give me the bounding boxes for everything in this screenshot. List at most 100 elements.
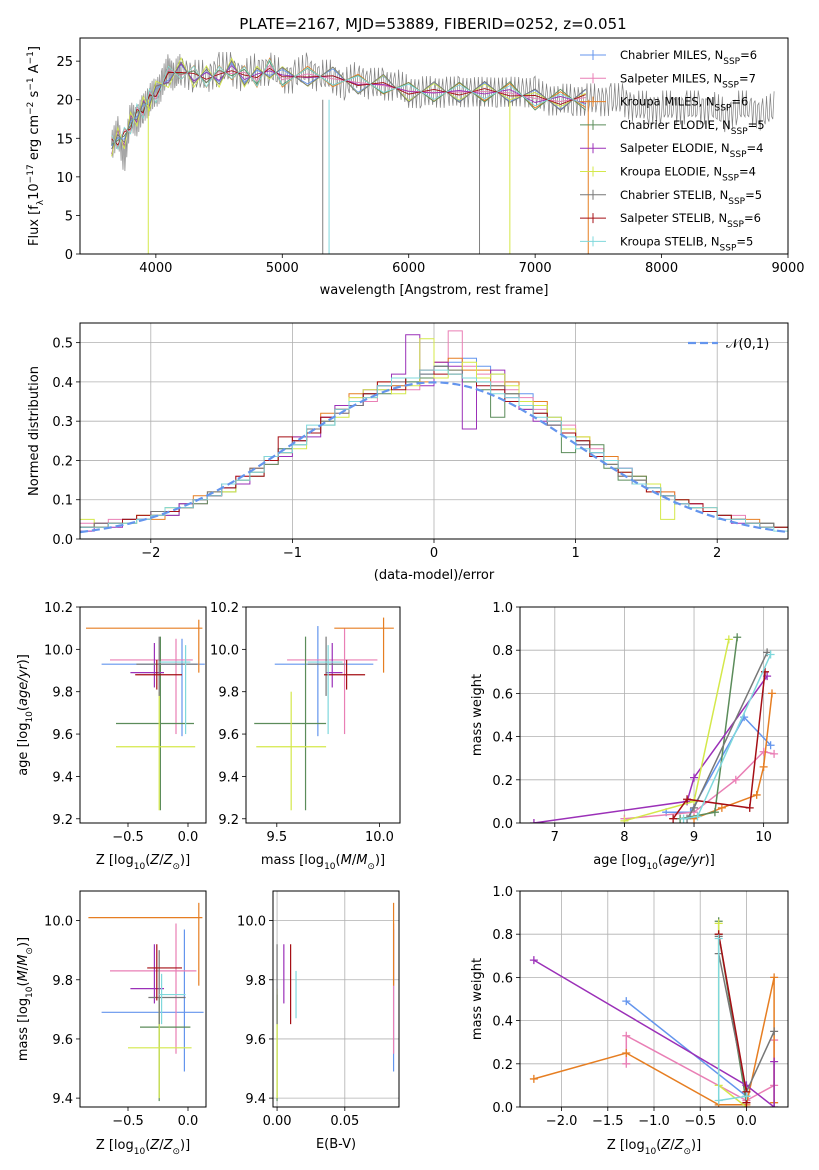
weight-marker bbox=[731, 775, 740, 784]
axes-age-vs-z: −0.5 0.0 9.2 9.4 9.6 9.8 10.0 10.2 Z [log10(Z/Z⊙… bbox=[16, 601, 207, 872]
y-axis-label: Normed distribution bbox=[27, 366, 42, 496]
y-tick-label: 0.0 bbox=[492, 1101, 513, 1116]
y-tick-label: 0.4 bbox=[492, 1015, 513, 1030]
grid-lines bbox=[520, 606, 788, 824]
x-axis-label: age [log10(age/yr)] bbox=[593, 853, 715, 872]
model-line-2 bbox=[111, 57, 586, 150]
axes-frame bbox=[272, 890, 400, 1108]
y-tick-label: 0.8 bbox=[492, 644, 513, 659]
y-axis-label: mass weight bbox=[470, 958, 485, 1040]
weight-marker bbox=[714, 934, 723, 943]
axes-mass-vs-z: −0.5 0.0 9.4 9.6 9.8 10.0 Z [log10(Z/Z⊙)] mass … bbox=[16, 890, 207, 1157]
weight-marker bbox=[766, 650, 775, 659]
x-tick-label: 0 bbox=[430, 546, 438, 561]
x-tick-label: −1.0 bbox=[638, 1114, 670, 1129]
weight-line-7 bbox=[672, 671, 766, 820]
weight-marker bbox=[622, 997, 631, 1006]
weight-marker bbox=[770, 973, 779, 982]
y-tick-label: 9.4 bbox=[52, 1092, 73, 1107]
axes-mass-weight-vs-age: 7 8 9 10 0.0 0.2 0.4 0.6 0.8 1.0 mass weight age [l… bbox=[470, 601, 789, 872]
x-axis-label: Z [log10(Z/Z⊙)] bbox=[96, 1138, 190, 1157]
weight-marker bbox=[622, 1031, 631, 1040]
weight-marker bbox=[679, 814, 688, 823]
weight-line-4 bbox=[533, 675, 768, 823]
y-tick-label: 9.6 bbox=[218, 728, 239, 743]
weight-marker bbox=[693, 812, 702, 821]
x-tick-label: −0.5 bbox=[112, 1114, 144, 1129]
y-tick-label: 9.8 bbox=[218, 686, 239, 701]
weight-marker bbox=[714, 1096, 723, 1105]
y-tick-label: 0.0 bbox=[52, 533, 73, 548]
x-tick-label: 0.0 bbox=[736, 1114, 757, 1129]
y-axis-label: mass weight bbox=[470, 674, 485, 756]
legend-label-7: Salpeter STELIB, NSSP=6 bbox=[620, 211, 761, 230]
weight-marker bbox=[770, 1027, 779, 1036]
x-axis-label: Z [log10(Z/Z⊙)] bbox=[96, 853, 190, 872]
axes-mass-vs-ebv: 0.00 0.05 9.4 9.6 9.8 10.0 E(B-V) bbox=[237, 890, 400, 1152]
y-tick-label: 10 bbox=[56, 171, 73, 186]
weight-marker bbox=[529, 819, 538, 823]
y-tick-label: 10.0 bbox=[237, 915, 266, 930]
weight-marker bbox=[752, 790, 761, 799]
axes-frame bbox=[245, 606, 401, 824]
weight-marker bbox=[710, 808, 719, 817]
weight-marker bbox=[742, 1092, 751, 1101]
legend-label-1: Salpeter MILES, NSSP=7 bbox=[620, 71, 756, 90]
weight-line-6 bbox=[686, 652, 768, 820]
y-tick-label: 1.0 bbox=[492, 885, 513, 900]
axes-residuals: −2 −1 0 1 2 0.0 0.1 0.2 0.3 0.4 0.5 𝒩(0,1) (data-mod… bbox=[27, 322, 789, 583]
axes-frame bbox=[79, 37, 789, 255]
y-tick-label: 0.6 bbox=[492, 687, 513, 702]
y-tick-label: 0.6 bbox=[492, 971, 513, 986]
plot-area bbox=[88, 902, 204, 1102]
plot-area bbox=[111, 51, 775, 254]
legend-label-4: Salpeter ELODIE, NSSP=4 bbox=[620, 141, 763, 160]
weight-line-4 bbox=[533, 959, 775, 1107]
y-tick-label: 0.4 bbox=[52, 376, 73, 391]
x-tick-label: 2 bbox=[713, 546, 721, 561]
axes-frame bbox=[79, 606, 207, 824]
y-tick-label: 10.2 bbox=[44, 601, 73, 616]
x-tick-label: 1 bbox=[571, 546, 579, 561]
x-tick-label: −1.5 bbox=[592, 1114, 624, 1129]
weight-marker bbox=[770, 1057, 779, 1066]
y-tick-label: 0.4 bbox=[492, 731, 513, 746]
legend-label-6: Chabrier STELIB, NSSP=5 bbox=[620, 188, 762, 207]
y-tick-label: 0 bbox=[65, 248, 73, 263]
x-tick-label: 5000 bbox=[266, 261, 299, 276]
x-tick-label: −0.5 bbox=[112, 830, 144, 845]
weight-marker bbox=[690, 773, 699, 782]
plot-area bbox=[254, 617, 394, 811]
axes-frame bbox=[519, 606, 789, 824]
weight-line-0 bbox=[625, 1000, 748, 1098]
x-tick-label: 7 bbox=[551, 830, 559, 845]
weight-marker bbox=[759, 762, 768, 771]
legend-normal-label: 𝒩(0,1) bbox=[726, 337, 769, 352]
x-tick-label: −2.0 bbox=[546, 1114, 578, 1129]
weight-marker bbox=[724, 635, 733, 644]
weight-marker bbox=[714, 919, 723, 928]
y-tick-label: 9.2 bbox=[52, 813, 73, 828]
weight-marker bbox=[767, 689, 776, 698]
x-axis-label: E(B-V) bbox=[316, 1137, 356, 1152]
x-tick-label: 10.0 bbox=[365, 830, 394, 845]
y-tick-label: 9.8 bbox=[245, 974, 266, 989]
x-tick-label: −2 bbox=[141, 546, 160, 561]
x-axis-label: mass [log10(M/M⊙)] bbox=[261, 853, 385, 872]
x-tick-label: 0.00 bbox=[263, 1114, 292, 1129]
weight-marker bbox=[620, 816, 629, 823]
y-tick-label: 5 bbox=[65, 209, 73, 224]
weight-marker bbox=[745, 803, 754, 812]
y-tick-label: 25 bbox=[56, 55, 73, 70]
y-tick-label: 10.0 bbox=[44, 643, 73, 658]
weight-marker bbox=[622, 1059, 631, 1068]
y-tick-label: 9.8 bbox=[52, 974, 73, 989]
x-tick-label: 8 bbox=[620, 830, 628, 845]
weight-marker bbox=[770, 749, 779, 758]
axes-mass-weight-vs-z: −2.0 −1.5 −1.0 −0.5 0.0 0.0 0.2 0.4 0.6 0.8 1.0 mas… bbox=[470, 885, 789, 1157]
y-tick-label: 0.2 bbox=[492, 1058, 513, 1073]
y-tick-label: 10.0 bbox=[210, 643, 239, 658]
weight-marker bbox=[759, 747, 768, 756]
plot-area bbox=[86, 619, 205, 811]
y-tick-label: 0.0 bbox=[492, 817, 513, 832]
